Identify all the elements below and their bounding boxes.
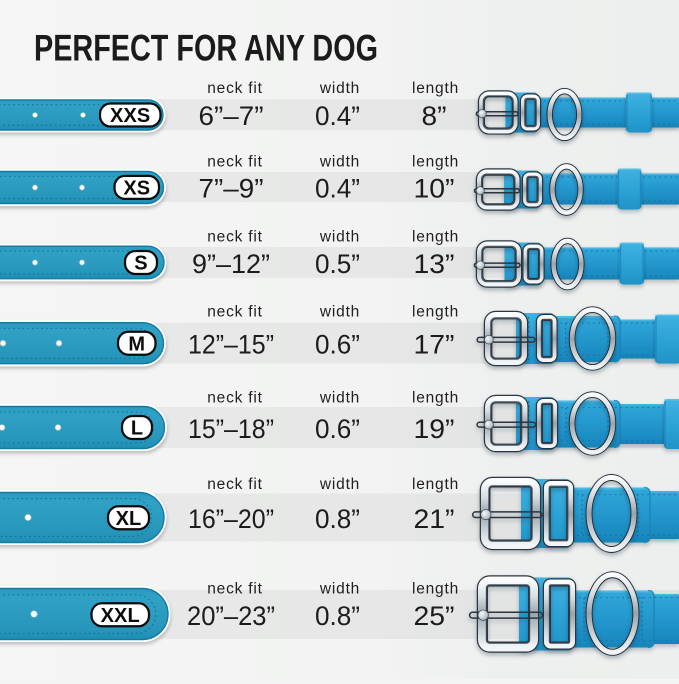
svg-text:length: length xyxy=(412,390,459,407)
svg-text:0.8”: 0.8” xyxy=(315,601,360,631)
svg-text:neck fit: neck fit xyxy=(207,80,263,97)
svg-text:21”: 21” xyxy=(414,504,455,534)
svg-text:XS: XS xyxy=(123,178,150,200)
svg-text:width: width xyxy=(319,154,360,171)
svg-text:width: width xyxy=(319,476,360,493)
svg-text:13”: 13” xyxy=(414,249,455,279)
svg-text:0.8”: 0.8” xyxy=(315,504,360,534)
svg-text:20”–23”: 20”–23” xyxy=(187,601,275,631)
svg-text:0.6”: 0.6” xyxy=(315,414,360,444)
svg-text:0.4”: 0.4” xyxy=(315,174,360,204)
svg-text:10”: 10” xyxy=(414,174,455,204)
svg-text:12”–15”: 12”–15” xyxy=(188,330,274,360)
svg-text:6”–7”: 6”–7” xyxy=(199,101,264,131)
svg-text:neck fit: neck fit xyxy=(207,581,263,598)
svg-text:M: M xyxy=(128,333,145,355)
svg-text:length: length xyxy=(412,304,459,321)
svg-text:8”: 8” xyxy=(422,101,447,131)
svg-text:9”–12”: 9”–12” xyxy=(192,249,270,279)
svg-text:length: length xyxy=(412,229,459,246)
svg-text:neck fit: neck fit xyxy=(207,154,263,171)
svg-text:16”–20”: 16”–20” xyxy=(188,504,274,534)
svg-text:length: length xyxy=(412,581,459,598)
svg-text:width: width xyxy=(319,581,360,598)
svg-text:L: L xyxy=(131,418,143,440)
svg-text:15”–18”: 15”–18” xyxy=(188,414,274,444)
svg-text:25”: 25” xyxy=(414,601,455,631)
svg-text:neck fit: neck fit xyxy=(207,304,263,321)
svg-text:0.6”: 0.6” xyxy=(315,330,360,360)
svg-text:width: width xyxy=(319,304,360,321)
svg-text:PERFECT FOR ANY DOG: PERFECT FOR ANY DOG xyxy=(34,28,378,69)
svg-text:length: length xyxy=(412,154,459,171)
svg-text:length: length xyxy=(412,476,459,493)
svg-text:width: width xyxy=(319,80,360,97)
svg-text:XL: XL xyxy=(116,508,142,530)
svg-text:7”–9”: 7”–9” xyxy=(199,174,264,204)
svg-text:0.5”: 0.5” xyxy=(315,249,360,279)
svg-text:XXS: XXS xyxy=(110,105,150,127)
svg-text:neck fit: neck fit xyxy=(207,390,263,407)
svg-text:width: width xyxy=(319,390,360,407)
svg-text:XXL: XXL xyxy=(101,605,140,627)
svg-text:width: width xyxy=(319,229,360,246)
svg-text:length: length xyxy=(412,80,459,97)
svg-text:neck fit: neck fit xyxy=(207,476,263,493)
svg-text:19”: 19” xyxy=(414,414,455,444)
svg-text:17”: 17” xyxy=(414,330,455,360)
svg-text:0.4”: 0.4” xyxy=(315,101,360,131)
svg-text:S: S xyxy=(134,253,147,275)
svg-text:neck fit: neck fit xyxy=(207,229,263,246)
